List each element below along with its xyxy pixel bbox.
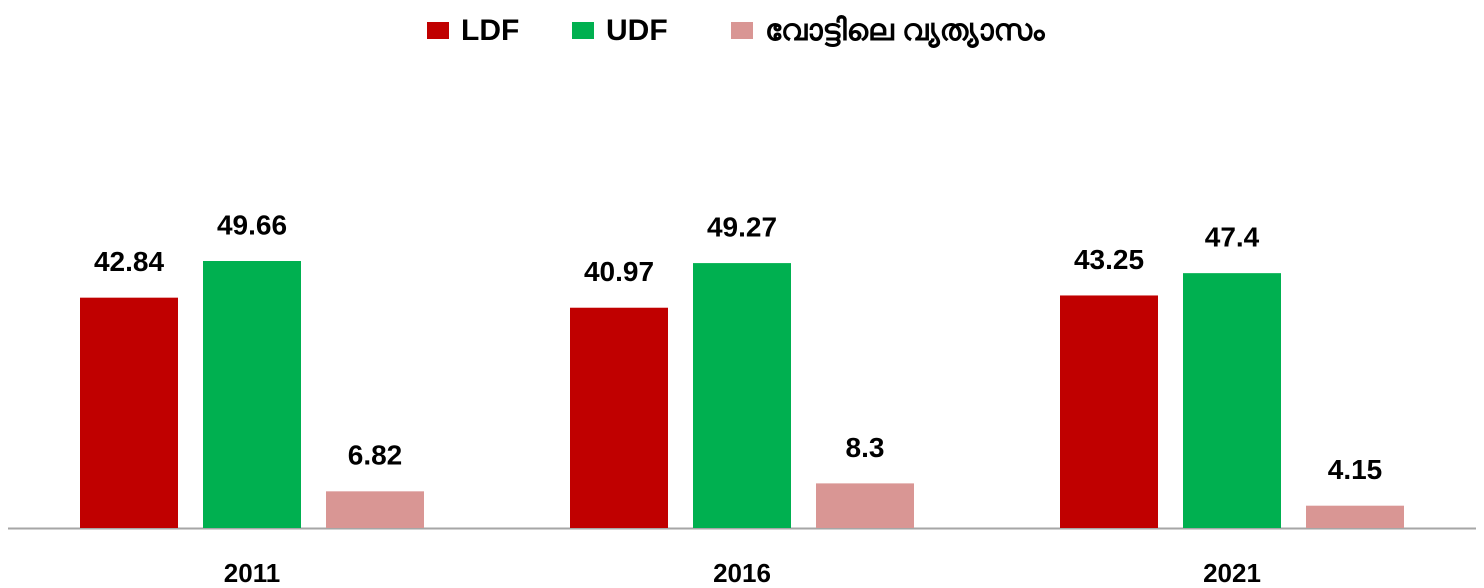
legend-swatch (572, 22, 594, 39)
bar (693, 263, 791, 528)
value-label: 43.25 (1074, 244, 1144, 275)
value-label: 49.27 (707, 211, 777, 242)
bar (1306, 505, 1404, 528)
value-label: 49.66 (217, 209, 287, 240)
bar (570, 307, 668, 528)
legend-label: LDF (461, 14, 519, 47)
bar (203, 261, 301, 528)
value-label: 40.97 (584, 256, 654, 287)
legend-label: UDF (606, 14, 668, 47)
x-tick-label: 2021 (1203, 558, 1261, 588)
legend-swatch (731, 22, 753, 39)
value-label: 8.3 (846, 432, 885, 463)
value-label: 47.4 (1205, 222, 1260, 253)
value-label: 6.82 (348, 440, 403, 471)
x-tick-label: 2016 (713, 558, 771, 588)
legend-swatch (427, 22, 449, 39)
x-tick-label: 2011 (224, 558, 280, 588)
bar (80, 297, 178, 528)
bar (326, 491, 424, 528)
value-label: 4.15 (1328, 454, 1383, 485)
bar (816, 483, 914, 528)
legend-label: വോട്ടിലെ വ്യത്യാസം (765, 14, 1046, 49)
value-label: 42.84 (94, 246, 164, 277)
bar (1183, 273, 1281, 528)
bar (1060, 295, 1158, 528)
